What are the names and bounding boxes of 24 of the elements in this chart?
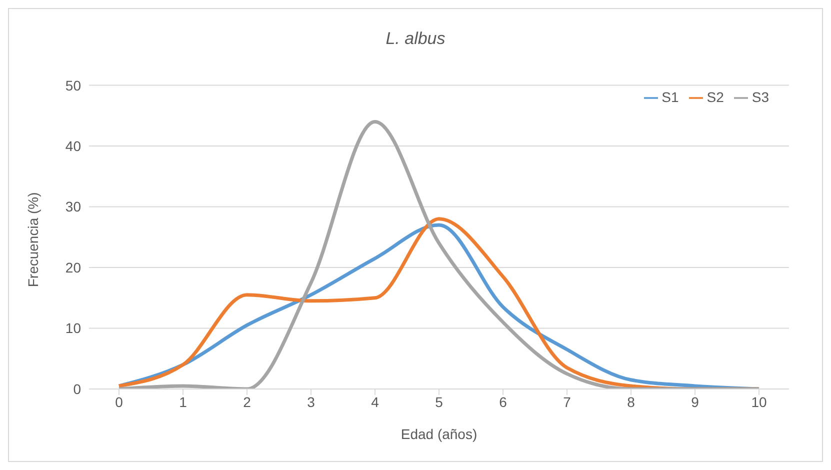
x-tick-label: 8 — [627, 394, 636, 410]
y-tick-label: 0 — [73, 380, 82, 397]
y-axis-title: Frecuencia (%) — [24, 192, 41, 288]
legend-label: S1 — [662, 89, 679, 105]
x-tick-label: 5 — [435, 394, 444, 410]
chart-title: L. albus — [384, 29, 446, 49]
y-tick-label: 30 — [65, 198, 82, 215]
y-tick-label: 50 — [65, 77, 82, 94]
x-tick-label: 3 — [307, 394, 316, 410]
x-tick-label: 0 — [115, 394, 124, 410]
x-tick-label: 7 — [563, 394, 572, 410]
x-tick-label: 1 — [179, 394, 188, 410]
y-tick-label: 40 — [65, 138, 82, 154]
x-tick-label: 4 — [371, 394, 380, 410]
y-tick-label: 20 — [65, 259, 82, 276]
legend-label: S2 — [706, 89, 724, 105]
x-tick-label: 10 — [751, 394, 767, 410]
x-tick-label: 2 — [243, 394, 252, 410]
x-tick-label: 9 — [691, 394, 700, 410]
x-axis-title: Edad (años) — [400, 426, 478, 442]
line-series — [117, 120, 761, 389]
y-tick-label: 10 — [65, 320, 82, 336]
x-tick-label: 6 — [499, 394, 508, 410]
legend-label: S3 — [752, 89, 769, 105]
